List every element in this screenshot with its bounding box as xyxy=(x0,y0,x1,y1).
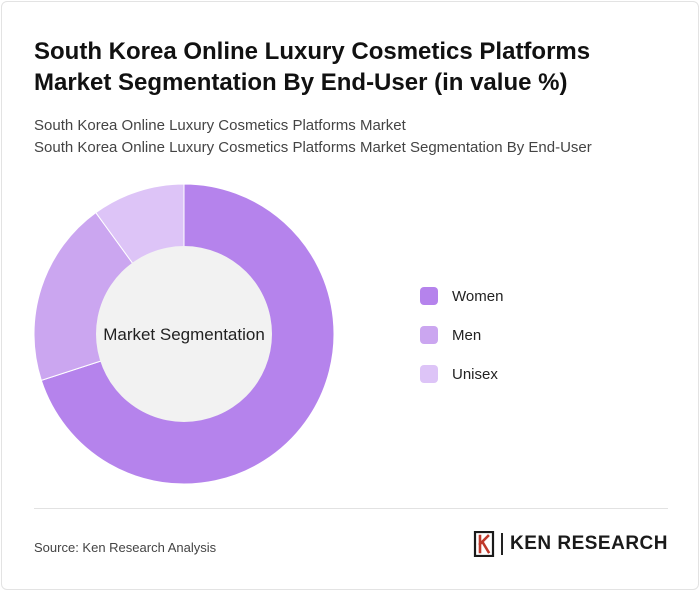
legend-swatch xyxy=(420,326,438,344)
legend-item-unisex: Unisex xyxy=(420,364,503,384)
donut-center-label: Market Segmentation xyxy=(103,325,265,344)
donut-chart: Market Segmentation xyxy=(33,183,335,485)
subtitle-line-2: South Korea Online Luxury Cosmetics Plat… xyxy=(34,139,592,156)
ken-research-logo: KEN RESEARCH xyxy=(473,531,668,557)
logo-separator xyxy=(501,533,503,555)
legend-label: Women xyxy=(452,287,504,305)
legend-label: Unisex xyxy=(452,365,498,383)
legend-item-men: Men xyxy=(420,325,503,345)
footer-divider xyxy=(34,508,668,509)
subtitle-line-1: South Korea Online Luxury Cosmetics Plat… xyxy=(34,117,406,134)
legend-swatch xyxy=(420,365,438,383)
legend-item-women: Women xyxy=(420,286,503,306)
logo-text: KEN RESEARCH xyxy=(509,533,668,554)
ken-research-logo-icon xyxy=(474,531,495,557)
chart-subtitle: South Korea Online Luxury Cosmetics Plat… xyxy=(34,115,674,159)
legend-label: Men xyxy=(452,326,482,344)
donut-center xyxy=(96,246,272,422)
chart-title: South Korea Online Luxury Cosmetics Plat… xyxy=(34,38,591,96)
chart-legend: Women Men Unisex xyxy=(420,286,503,403)
source-note: Source: Ken Research Analysis xyxy=(34,540,217,555)
legend-swatch xyxy=(420,287,438,305)
